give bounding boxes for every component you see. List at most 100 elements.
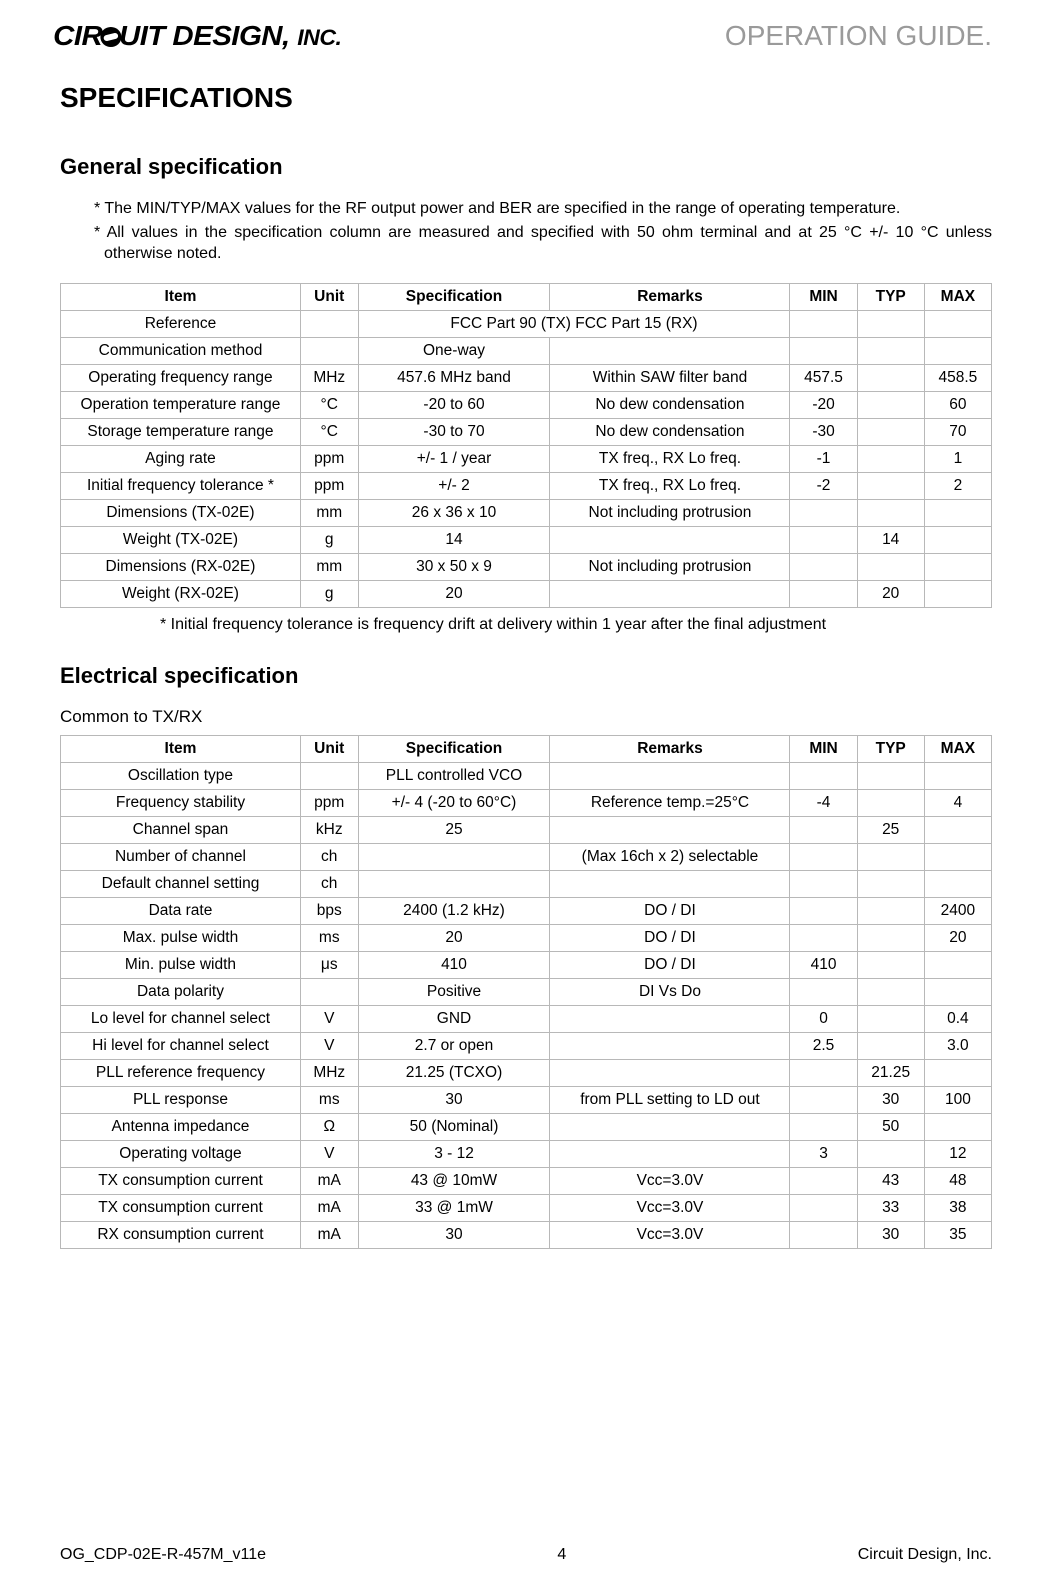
- table-cell: Reference temp.=25°C: [550, 790, 790, 817]
- table-cell: Number of channel: [61, 844, 301, 871]
- table-cell: -4: [790, 790, 857, 817]
- table-cell: -30 to 70: [358, 418, 550, 445]
- table-cell: Max. pulse width: [61, 925, 301, 952]
- col-remarks: Remarks: [550, 736, 790, 763]
- table-cell: ms: [300, 1087, 358, 1114]
- table-cell: 26 x 36 x 10: [358, 499, 550, 526]
- table-cell: Vcc=3.0V: [550, 1168, 790, 1195]
- table-cell: [550, 1141, 790, 1168]
- table-cell: [924, 1114, 991, 1141]
- table-row: Aging rateppm+/- 1 / yearTX freq., RX Lo…: [61, 445, 992, 472]
- table-row: Operation temperature range°C-20 to 60No…: [61, 391, 992, 418]
- col-unit: Unit: [300, 283, 358, 310]
- table-row: Dimensions (TX-02E)mm26 x 36 x 10Not inc…: [61, 499, 992, 526]
- table-row: TX consumption currentmA43 @ 10mWVcc=3.0…: [61, 1168, 992, 1195]
- table-cell: ppm: [300, 445, 358, 472]
- table-cell: TX freq., RX Lo freq.: [550, 445, 790, 472]
- general-note-2: * All values in the specification column…: [94, 222, 992, 265]
- table-cell: 3: [790, 1141, 857, 1168]
- logo-text-mid: UIT DESIGN,: [119, 20, 290, 51]
- table-cell: 70: [924, 418, 991, 445]
- table-cell: [924, 499, 991, 526]
- table-cell: Weight (RX-02E): [61, 580, 301, 607]
- col-item: Item: [61, 736, 301, 763]
- table-cell: 2400: [924, 898, 991, 925]
- table-cell: [924, 844, 991, 871]
- table-cell: [924, 580, 991, 607]
- col-max: MAX: [924, 736, 991, 763]
- table-row: Data polarityPositiveDI Vs Do: [61, 979, 992, 1006]
- col-max: MAX: [924, 283, 991, 310]
- table-row: Hi level for channel selectV2.7 or open2…: [61, 1033, 992, 1060]
- table-cell: 20: [358, 580, 550, 607]
- table-cell: [857, 1141, 924, 1168]
- table-cell: 25: [857, 817, 924, 844]
- table-cell: °C: [300, 418, 358, 445]
- table-cell: [790, 1222, 857, 1249]
- electrical-subheading: Common to TX/RX: [60, 707, 992, 727]
- table-cell: Dimensions (TX-02E): [61, 499, 301, 526]
- general-note-1: * The MIN/TYP/MAX values for the RF outp…: [94, 198, 992, 220]
- col-min: MIN: [790, 736, 857, 763]
- table-cell: Communication method: [61, 337, 301, 364]
- table-cell: [924, 817, 991, 844]
- table-row: Weight (TX-02E)g1414: [61, 526, 992, 553]
- table-cell: 30 x 50 x 9: [358, 553, 550, 580]
- table-cell: [550, 337, 790, 364]
- electrical-spec-heading: Electrical specification: [60, 663, 992, 689]
- table-cell: [550, 526, 790, 553]
- table-cell: kHz: [300, 817, 358, 844]
- table-cell: 30: [857, 1222, 924, 1249]
- table-cell: [550, 1033, 790, 1060]
- general-spec-table: Item Unit Specification Remarks MIN TYP …: [60, 283, 992, 608]
- table-cell: μs: [300, 952, 358, 979]
- table-cell: 30: [358, 1087, 550, 1114]
- table-cell: [924, 310, 991, 337]
- table-row: Weight (RX-02E)g2020: [61, 580, 992, 607]
- table-cell: Data rate: [61, 898, 301, 925]
- table-cell: 43 @ 10mW: [358, 1168, 550, 1195]
- table-cell: Storage temperature range: [61, 418, 301, 445]
- table-cell: [358, 844, 550, 871]
- table-cell: +/- 2: [358, 472, 550, 499]
- table-row: ReferenceFCC Part 90 (TX) FCC Part 15 (R…: [61, 310, 992, 337]
- table-row: Antenna impedanceΩ50 (Nominal)50: [61, 1114, 992, 1141]
- company-logo: CIRUIT DESIGN, INC.: [53, 20, 341, 52]
- table-cell: [790, 553, 857, 580]
- table-cell: °C: [300, 391, 358, 418]
- table-cell: [924, 337, 991, 364]
- table-cell: Positive: [358, 979, 550, 1006]
- col-remarks: Remarks: [550, 283, 790, 310]
- table-cell: Frequency stability: [61, 790, 301, 817]
- table-cell: 35: [924, 1222, 991, 1249]
- table-header-row: Item Unit Specification Remarks MIN TYP …: [61, 736, 992, 763]
- table-cell: [857, 979, 924, 1006]
- table-cell: [857, 499, 924, 526]
- table-cell: 30: [857, 1087, 924, 1114]
- table-cell: 457.6 MHz band: [358, 364, 550, 391]
- table-cell: Lo level for channel select: [61, 1006, 301, 1033]
- table-cell: 33: [857, 1195, 924, 1222]
- table-cell: [857, 445, 924, 472]
- footer-page-number: 4: [557, 1546, 566, 1564]
- table-cell: MHz: [300, 364, 358, 391]
- table-cell: Not including protrusion: [550, 499, 790, 526]
- table-cell: 50 (Nominal): [358, 1114, 550, 1141]
- table-cell: 21.25: [857, 1060, 924, 1087]
- table-cell: 1: [924, 445, 991, 472]
- table-row: TX consumption currentmA33 @ 1mWVcc=3.0V…: [61, 1195, 992, 1222]
- footer-company: Circuit Design, Inc.: [858, 1546, 992, 1564]
- table-cell: Channel span: [61, 817, 301, 844]
- table-cell: GND: [358, 1006, 550, 1033]
- table-cell: 20: [924, 925, 991, 952]
- table-cell: [857, 871, 924, 898]
- table-cell: -20: [790, 391, 857, 418]
- table-cell: Operating voltage: [61, 1141, 301, 1168]
- table-cell: [857, 1006, 924, 1033]
- table-cell: 410: [358, 952, 550, 979]
- table-cell: [790, 1060, 857, 1087]
- table-cell: [550, 1006, 790, 1033]
- table-cell: -1: [790, 445, 857, 472]
- table-cell: +/- 1 / year: [358, 445, 550, 472]
- table-cell: One-way: [358, 337, 550, 364]
